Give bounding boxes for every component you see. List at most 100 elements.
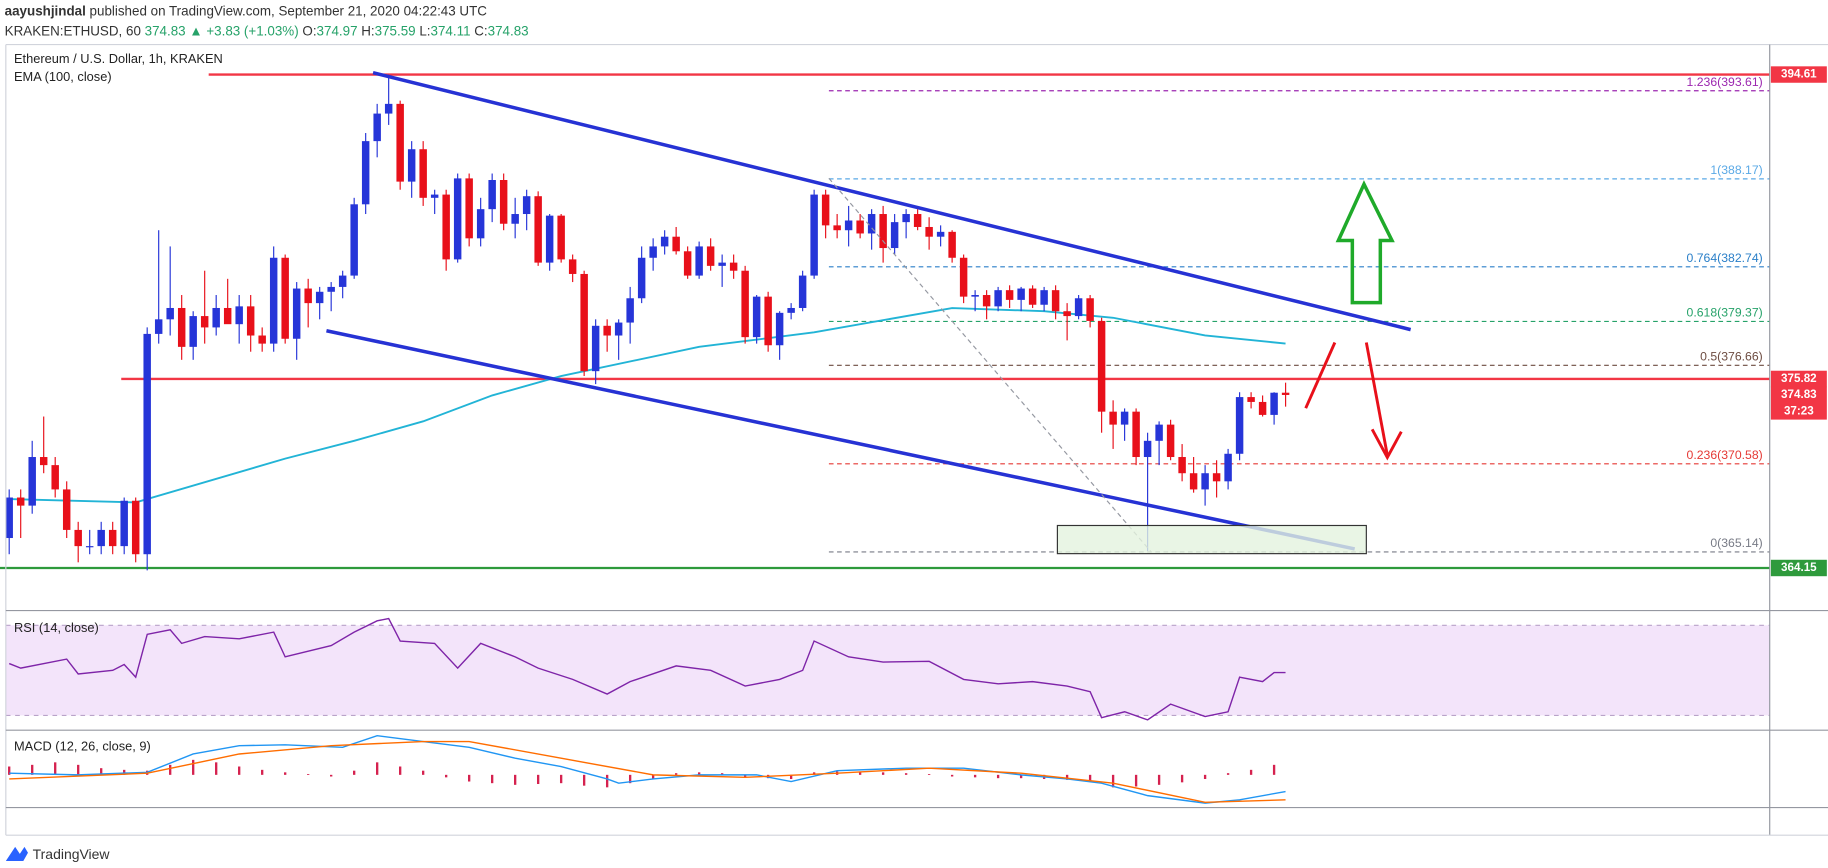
ohlc-value: 374.83 <box>488 23 529 38</box>
fib-label: 1(388.17) <box>1710 163 1762 177</box>
price: 374.83 <box>145 23 186 38</box>
candle-body <box>476 209 485 239</box>
labels: 1.236(393.61) 1(388.17) 0.764(382.74) 0.618… <box>1687 66 1827 577</box>
candle-body <box>1074 298 1083 317</box>
published: published on TradingView.com, September … <box>90 3 488 18</box>
fib-trend-line <box>828 177 1152 552</box>
candle-body <box>718 262 726 266</box>
fib-label: 0.236(370.58) <box>1687 448 1763 462</box>
candle-body <box>637 257 646 299</box>
fib-label: 0.5(376.66) <box>1700 349 1763 363</box>
candle-body <box>1258 401 1267 415</box>
countdown-label: 37:23 <box>1784 404 1814 417</box>
candle-body <box>580 273 588 372</box>
candle-body <box>522 196 531 215</box>
candle-body <box>143 333 151 555</box>
price-tag <box>1770 370 1827 388</box>
candle-body <box>833 225 841 231</box>
symbol: KRAKEN:ETHUSD, 60 <box>5 23 141 38</box>
candle-body <box>488 180 496 210</box>
fib-label: 0.618(379.37) <box>1687 305 1763 319</box>
histogram-bar <box>376 762 379 775</box>
histogram-bar <box>697 772 701 775</box>
candle-body <box>775 312 784 346</box>
fall-path <box>1364 342 1389 456</box>
last-price-label: 374.83 <box>1781 388 1817 401</box>
histogram-bar <box>422 770 425 775</box>
histogram-bar <box>973 774 977 778</box>
histogram-bar <box>720 773 724 775</box>
histogram-bar <box>881 772 885 775</box>
candle-body <box>189 316 197 347</box>
indicator-line <box>9 734 1286 804</box>
candle-body <box>281 257 289 339</box>
candle-body <box>465 178 473 239</box>
candle-body <box>120 500 128 547</box>
candle-body <box>810 194 818 276</box>
histogram-bar <box>927 774 931 775</box>
candle-body <box>821 194 830 226</box>
candle-body <box>235 306 243 325</box>
candle-body <box>741 270 749 338</box>
candle-body <box>396 103 404 182</box>
ohlc-value: 374.11 <box>431 23 471 38</box>
candle-body <box>545 215 554 263</box>
candle-body <box>764 296 772 346</box>
candle-body <box>729 262 738 271</box>
candle-body <box>1086 298 1094 321</box>
histogram-bar <box>1157 774 1161 785</box>
candle-body <box>1051 290 1060 312</box>
support-box <box>1056 524 1367 555</box>
indicator-line <box>8 617 1286 721</box>
candle-body <box>350 204 358 276</box>
candle-body <box>258 335 266 344</box>
candle-body <box>1155 424 1163 441</box>
histogram-bar <box>628 774 632 784</box>
candle-body <box>948 231 956 258</box>
last-price-tag <box>1770 386 1827 420</box>
candle-body <box>442 194 450 260</box>
candle-body <box>39 457 48 466</box>
histogram-bar <box>996 774 1000 779</box>
candle-body <box>1132 411 1140 458</box>
candle-body <box>361 141 370 205</box>
candle-body <box>407 149 416 182</box>
histogram-bar <box>238 766 241 775</box>
price-tag-label: 394.61 <box>1781 68 1817 81</box>
histogram-bar <box>789 774 793 780</box>
candle-body <box>499 180 508 224</box>
publish-line: aayushjindal published on TradingView.co… <box>5 3 488 18</box>
candle-body <box>649 246 657 258</box>
candle-body <box>695 246 703 276</box>
ohlc-label: C: <box>474 23 487 38</box>
histogram-bar <box>904 773 908 775</box>
histogram-bar <box>1065 774 1069 780</box>
price-tag-label: 375.82 <box>1781 372 1817 385</box>
ohlc-value: 375.59 <box>375 23 416 38</box>
candle-body <box>1097 320 1106 412</box>
candle-body <box>591 325 600 372</box>
candle-body <box>5 497 13 539</box>
histogram-bar <box>536 774 540 785</box>
candle-body <box>28 457 36 506</box>
histogram-bar <box>1249 769 1253 775</box>
fib-label: 1.236(393.61) <box>1687 75 1763 89</box>
ohlc-label: O: <box>302 23 316 38</box>
candle-body <box>1201 473 1209 490</box>
candle-body <box>798 275 807 308</box>
indicator-line <box>9 740 1286 804</box>
histogram-bar <box>674 773 678 775</box>
candle-body <box>430 194 439 198</box>
fib-label: 0(365.14) <box>1710 536 1762 550</box>
price-tag-label: 364.15 <box>1781 561 1817 574</box>
grid <box>5 624 1770 716</box>
candle-body <box>62 489 71 530</box>
candle-body <box>1063 311 1071 317</box>
histogram-bar <box>307 774 310 775</box>
histogram-bar <box>950 774 954 777</box>
histogram-bar <box>1134 774 1138 787</box>
candle-body <box>982 295 991 307</box>
histogram-bar <box>1088 774 1092 782</box>
